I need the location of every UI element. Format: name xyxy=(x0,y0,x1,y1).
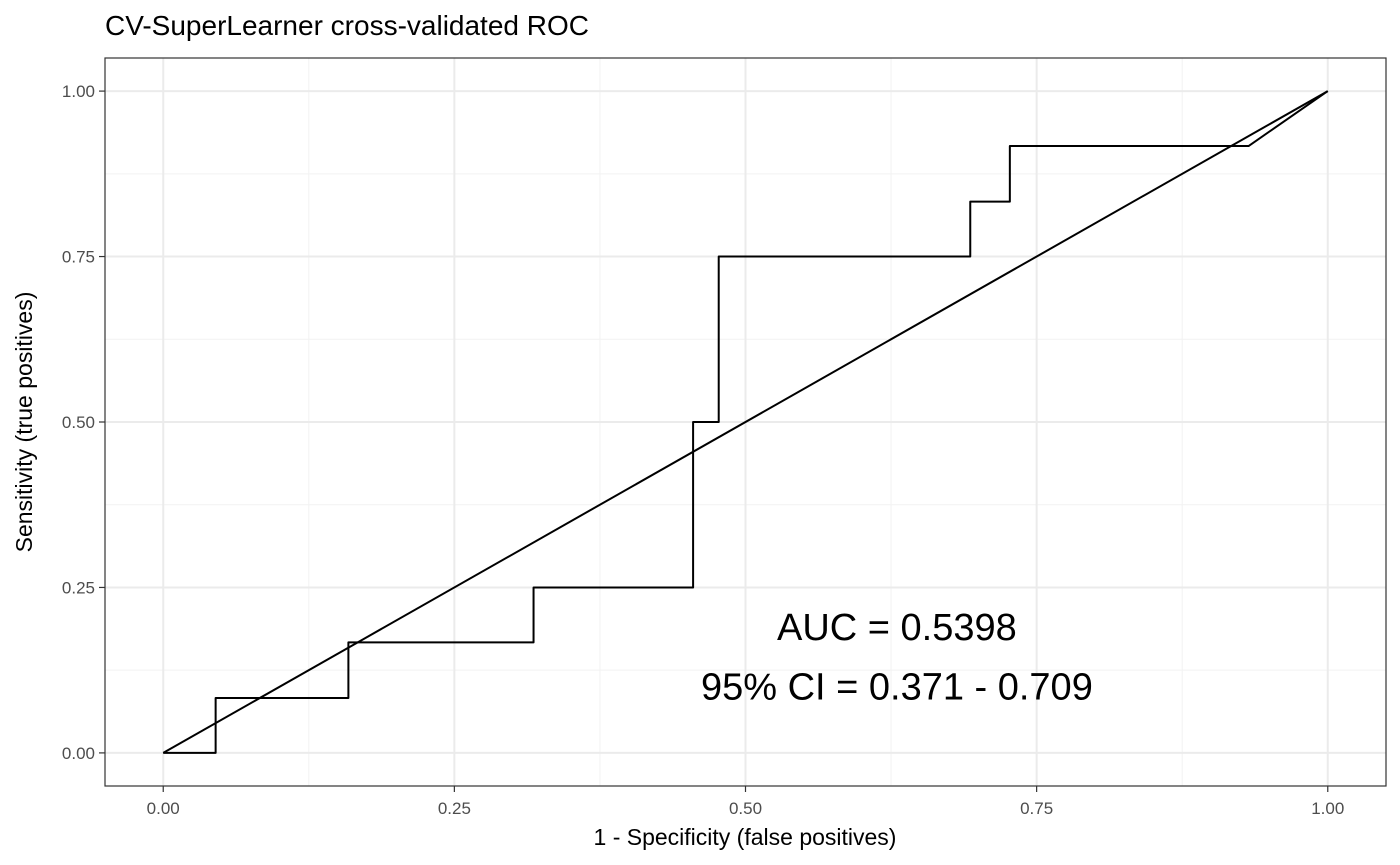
x-axis-ticks: 0.00 0.25 0.50 0.75 1.00 xyxy=(147,786,1344,818)
y-axis-ticks: 0.00 0.25 0.50 0.75 1.00 xyxy=(62,82,105,763)
y-tick-label: 0.50 xyxy=(62,413,95,432)
x-tick-label: 0.75 xyxy=(1020,799,1053,818)
reference-diagonal xyxy=(162,90,1329,754)
y-tick-label: 0.00 xyxy=(62,744,95,763)
y-tick-label: 0.25 xyxy=(62,578,95,597)
roc-curve xyxy=(163,90,1329,754)
chart-title: CV-SuperLearner cross-validated ROC xyxy=(105,10,589,41)
auc-annotation: AUC = 0.5398 xyxy=(777,607,1017,649)
auc-annotation: 95% CI = 0.371 - 0.709 xyxy=(701,667,1093,709)
x-tick-label: 0.00 xyxy=(147,799,180,818)
y-tick-label: 0.75 xyxy=(62,248,95,267)
y-axis-title: Sensitivity (true positives) xyxy=(11,292,37,553)
series-layer xyxy=(162,90,1329,754)
x-tick-label: 0.50 xyxy=(729,799,762,818)
x-tick-label: 1.00 xyxy=(1311,799,1344,818)
y-tick-label: 1.00 xyxy=(62,82,95,101)
annotations: AUC = 0.5398 95% CI = 0.371 - 0.709 xyxy=(701,607,1093,709)
x-tick-label: 0.25 xyxy=(438,799,471,818)
x-axis-title: 1 - Specificity (false positives) xyxy=(594,824,897,850)
